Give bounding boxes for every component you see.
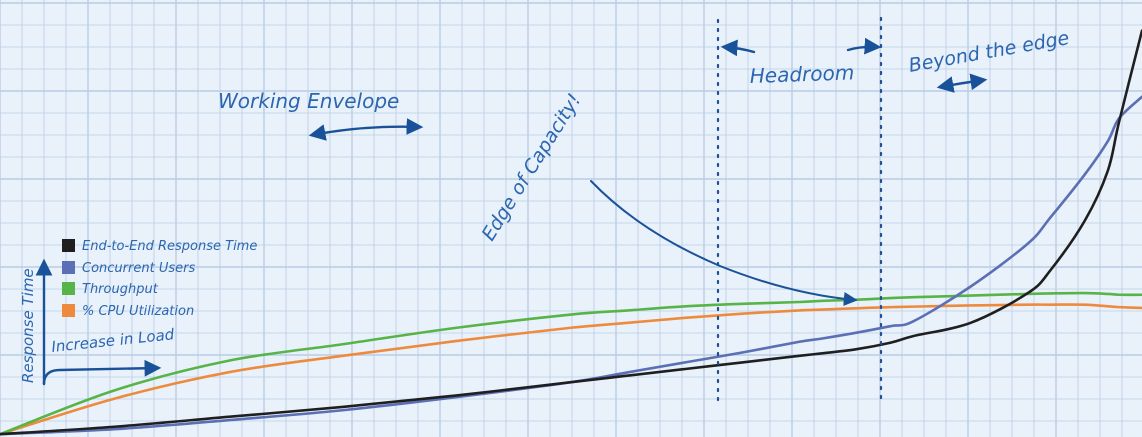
series-line-end-to-end-response-time [0, 29, 1142, 436]
working-envelope-label: Working Envelope [218, 89, 399, 113]
series-line-cpu-utilization [0, 303, 1142, 436]
legend-label-end-to-end-response-time: End-to-End Response Time [82, 239, 257, 254]
series-line-throughput [0, 291, 1142, 436]
arrows [308, 37, 988, 306]
legend-swatch-cpu-utilization [62, 304, 75, 317]
x-axis-arrow [42, 359, 162, 386]
axis-sketch: Response Time Increase in Load [19, 258, 176, 386]
legend: End-to-End Response Time Concurrent Users… [62, 239, 257, 319]
legend-swatch-concurrent-users [62, 261, 75, 274]
headroom-arrow-right [846, 37, 882, 55]
edge-of-capacity-arrow [590, 180, 858, 306]
legend-swatch-throughput [62, 282, 75, 295]
beyond-the-edge-label: Beyond the edge [907, 27, 1071, 77]
legend-label-cpu-utilization: % CPU Utilization [82, 304, 194, 319]
legend-swatch-end-to-end-response-time [62, 239, 75, 252]
series-layer [0, 29, 1142, 436]
x-axis-label: Increase in Load [51, 325, 176, 356]
series-line-concurrent-users [0, 95, 1142, 436]
y-axis-label: Response Time [19, 268, 37, 383]
guide-lines [716, 16, 883, 402]
headroom-arrow-left [720, 39, 756, 57]
legend-label-concurrent-users: Concurrent Users [82, 261, 195, 276]
annotations: Working Envelope Headroom Beyond the edg… [218, 27, 1071, 245]
beyond-edge-arrow [936, 73, 988, 93]
legend-label-throughput: Throughput [82, 282, 159, 297]
working-envelope-arrow [308, 118, 424, 141]
headroom-label: Headroom [749, 60, 854, 88]
